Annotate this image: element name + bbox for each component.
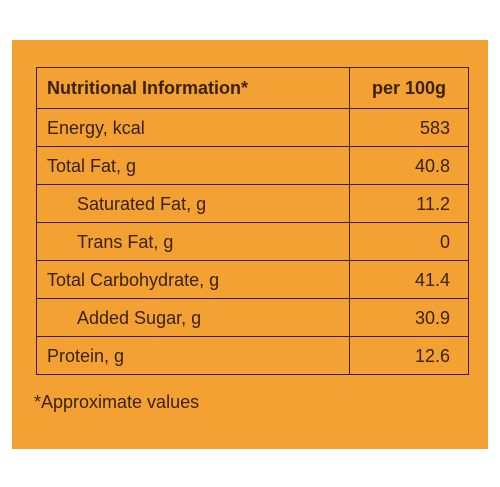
row-value: 12.6	[349, 336, 469, 375]
table-row: Protein, g 12.6	[36, 336, 469, 375]
row-value: 40.8	[349, 146, 469, 185]
header-value: per 100g	[349, 67, 469, 109]
row-label: Total Fat, g	[36, 146, 350, 185]
row-label: Added Sugar, g	[36, 298, 350, 337]
row-value: 11.2	[349, 184, 469, 223]
nutrition-panel: Nutritional Information* per 100g Energy…	[12, 40, 488, 449]
table-header-row: Nutritional Information* per 100g	[36, 67, 469, 109]
table-row: Total Fat, g 40.8	[36, 146, 469, 185]
nutrition-table: Nutritional Information* per 100g Energy…	[36, 67, 469, 375]
row-value: 583	[349, 108, 469, 147]
table-row: Added Sugar, g 30.9	[36, 298, 469, 337]
row-label: Trans Fat, g	[36, 222, 350, 261]
row-label: Total Carbohydrate, g	[36, 260, 350, 299]
table-row: Saturated Fat, g 11.2	[36, 184, 469, 223]
row-value: 30.9	[349, 298, 469, 337]
table-row: Energy, kcal 583	[36, 108, 469, 147]
table-row: Total Carbohydrate, g 41.4	[36, 260, 469, 299]
row-value: 0	[349, 222, 469, 261]
row-label: Protein, g	[36, 336, 350, 375]
table-row: Trans Fat, g 0	[36, 222, 469, 261]
row-label: Saturated Fat, g	[36, 184, 350, 223]
header-label: Nutritional Information*	[36, 67, 350, 109]
footnote: *Approximate values	[34, 392, 200, 412]
row-label: Energy, kcal	[36, 108, 350, 147]
row-value: 41.4	[349, 260, 469, 299]
